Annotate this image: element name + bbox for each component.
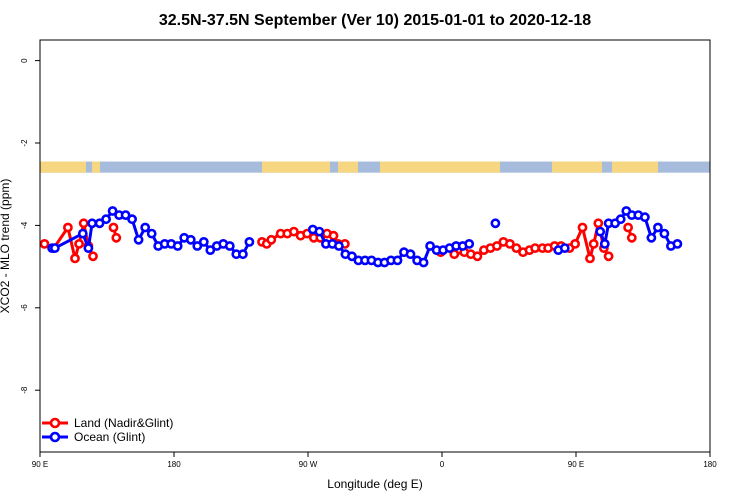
data-point — [615, 214, 626, 225]
data-point — [314, 226, 325, 237]
map-land — [612, 161, 658, 173]
data-point — [94, 218, 105, 229]
x-tick-label: 90 E — [32, 460, 48, 469]
data-point — [570, 238, 580, 249]
map-land — [552, 161, 602, 173]
data-point — [88, 251, 98, 262]
data-point — [111, 232, 122, 243]
data-point — [504, 238, 515, 249]
data-point — [491, 241, 502, 251]
chart-title: 32.5N-37.5N September (Ver 10) 2015-01-0… — [159, 12, 591, 29]
data-point — [559, 243, 570, 253]
data-point — [39, 238, 50, 249]
x-tick-label: 90 W — [299, 460, 318, 469]
data-point — [585, 253, 595, 264]
data-point — [244, 236, 255, 247]
data-point — [418, 257, 429, 268]
data-point — [595, 226, 606, 237]
data-point — [224, 241, 235, 251]
axes: 90 E 180 90 W 0 90 E 180 0 -2 -4 -6 -8 — [20, 58, 717, 469]
data-point — [425, 241, 435, 251]
data-point — [50, 243, 60, 253]
map-land — [380, 161, 500, 173]
y-tick-label: -8 — [20, 386, 29, 394]
data-point — [640, 212, 650, 223]
data-point — [107, 206, 118, 216]
data-point — [127, 214, 137, 225]
legend-marker — [49, 417, 61, 429]
data-point — [108, 222, 119, 233]
plot-frame — [39, 39, 711, 453]
data-point — [266, 234, 277, 245]
data-point — [288, 226, 299, 237]
data-point — [185, 234, 196, 245]
data-point — [603, 251, 614, 262]
data-point — [472, 251, 483, 262]
data-point — [328, 230, 339, 241]
legend-label: Land (Nadir&Glint) — [74, 416, 173, 430]
data-point — [140, 222, 151, 233]
legend-marker — [49, 431, 61, 443]
data-point — [490, 218, 501, 229]
map-land — [92, 161, 100, 173]
data-point — [599, 238, 610, 249]
legend: Land (Nadir&Glint)Ocean (Glint) — [42, 416, 173, 444]
y-tick-label: -6 — [20, 304, 29, 312]
data-point — [192, 241, 203, 251]
map-land — [338, 161, 358, 173]
x-tick-label: 180 — [703, 460, 717, 469]
data-point — [146, 228, 157, 239]
data-point — [346, 251, 357, 262]
x-axis-label: Longitude (deg E) — [327, 477, 422, 491]
data-point — [101, 214, 111, 225]
data-point — [205, 245, 216, 255]
data-point — [511, 243, 522, 253]
data-point — [672, 238, 683, 249]
map-land — [40, 161, 86, 173]
data-point — [133, 234, 144, 245]
y-axis-label: XCO2 - MLO trend (ppm) — [0, 179, 12, 314]
data-point — [70, 253, 80, 264]
map-strip — [40, 161, 710, 173]
data-point — [626, 232, 637, 243]
data-point — [623, 222, 633, 233]
data-point — [646, 232, 657, 243]
data-point — [78, 218, 89, 229]
data-point — [198, 236, 209, 247]
data-point — [63, 222, 73, 233]
data-point — [172, 241, 183, 251]
data-point — [653, 222, 663, 233]
x-tick-label: 0 — [440, 460, 445, 469]
data-point — [120, 210, 131, 220]
data-point — [593, 218, 604, 229]
data-point — [77, 228, 88, 239]
data-point — [588, 238, 599, 249]
x-tick-label: 90 E — [568, 460, 584, 469]
data-point — [74, 238, 84, 249]
map-land — [262, 161, 330, 173]
data-point — [405, 249, 416, 260]
data-point — [449, 249, 460, 260]
data-point — [237, 249, 248, 260]
x-tick-label: 180 — [167, 460, 181, 469]
y-tick-label: 0 — [20, 58, 29, 63]
y-tick-label: -4 — [20, 221, 29, 229]
data-point — [333, 241, 344, 251]
data-point — [83, 243, 94, 253]
data-point — [392, 255, 403, 266]
y-tick-label: -2 — [20, 139, 29, 147]
data-point — [87, 218, 97, 229]
plot-area — [39, 161, 710, 268]
data-point — [659, 228, 670, 239]
data-point — [464, 238, 475, 249]
legend-label: Ocean (Glint) — [74, 430, 145, 444]
data-point — [577, 222, 588, 233]
